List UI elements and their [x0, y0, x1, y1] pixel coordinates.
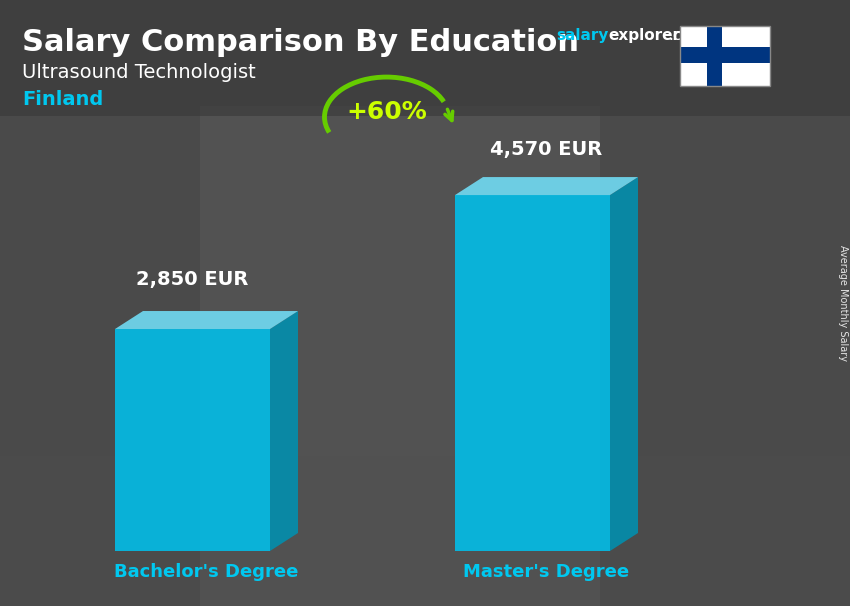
Text: Average Monthly Salary: Average Monthly Salary	[838, 245, 848, 361]
Polygon shape	[270, 311, 298, 551]
Polygon shape	[610, 177, 638, 551]
Bar	[680, 26, 770, 86]
Bar	[200, 106, 600, 606]
Polygon shape	[455, 177, 638, 195]
Polygon shape	[115, 311, 298, 329]
Text: .com: .com	[668, 28, 706, 43]
Text: 4,570 EUR: 4,570 EUR	[490, 140, 603, 159]
Bar	[0, 0, 850, 116]
Text: Salary Comparison By Education: Salary Comparison By Education	[22, 28, 579, 57]
Text: Finland: Finland	[22, 90, 103, 109]
Text: +60%: +60%	[346, 100, 427, 124]
Text: 2,850 EUR: 2,850 EUR	[136, 270, 249, 289]
Text: explorer: explorer	[608, 28, 680, 43]
Text: Ultrasound Technologist: Ultrasound Technologist	[22, 63, 256, 82]
Text: Master's Degree: Master's Degree	[463, 563, 630, 581]
Bar	[0, 456, 850, 606]
Text: salary: salary	[556, 28, 609, 43]
Bar	[680, 47, 770, 63]
Bar	[680, 26, 770, 86]
Polygon shape	[115, 329, 270, 551]
Text: Bachelor's Degree: Bachelor's Degree	[114, 563, 298, 581]
Polygon shape	[455, 195, 610, 551]
Bar	[707, 26, 722, 86]
